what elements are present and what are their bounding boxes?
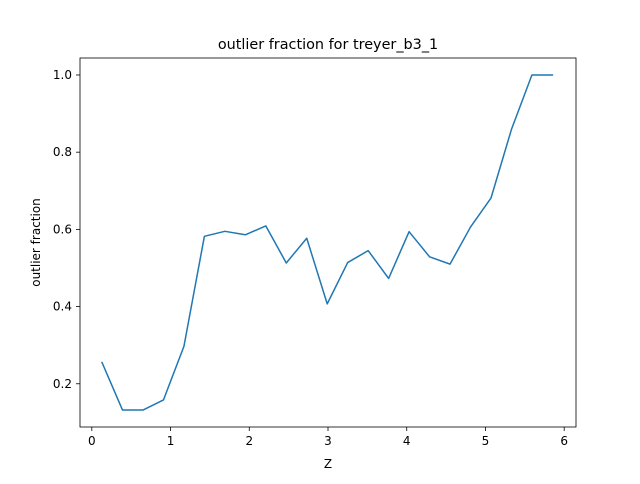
data-point (286, 262, 288, 264)
y-tick-label: 0.6 (53, 222, 72, 236)
x-tick-label: 3 (324, 434, 332, 448)
data-point (122, 409, 124, 411)
data-point (367, 250, 369, 252)
y-axis-ticks: 0.2 0.4 0.6 0.8 1.0 (53, 68, 80, 391)
data-point (552, 74, 554, 76)
data-point (163, 399, 165, 401)
data-point (490, 197, 492, 199)
x-tick-label: 1 (167, 434, 175, 448)
data-point (306, 238, 308, 240)
series-line (101, 74, 554, 411)
y-tick-label: 0.2 (53, 377, 72, 391)
data-point (142, 409, 144, 411)
data-point (326, 303, 328, 305)
y-axis-label: outlier fraction (29, 198, 43, 287)
x-axis-label: Z (324, 457, 332, 471)
y-tick-label: 0.4 (53, 300, 72, 314)
x-tick-label: 6 (560, 434, 568, 448)
series-layer (101, 74, 554, 411)
data-point (511, 129, 513, 131)
data-point (449, 263, 451, 265)
data-point (347, 262, 349, 264)
data-point (101, 362, 103, 364)
x-axis-ticks: 0 1 2 3 4 5 6 (88, 427, 568, 448)
data-point (245, 234, 247, 236)
data-point (388, 278, 390, 280)
chart-title: outlier fraction for treyer_b3_1 (218, 37, 438, 53)
data-point (204, 236, 206, 238)
data-point (265, 225, 267, 227)
x-tick-label: 0 (88, 434, 96, 448)
data-point (429, 256, 431, 258)
y-tick-label: 1.0 (53, 68, 72, 82)
x-tick-label: 2 (245, 434, 253, 448)
y-tick-label: 0.8 (53, 145, 72, 159)
data-point (470, 226, 472, 228)
data-point (408, 231, 410, 233)
x-tick-label: 5 (482, 434, 490, 448)
data-point (183, 346, 185, 348)
x-tick-label: 4 (403, 434, 411, 448)
data-point (531, 74, 533, 76)
data-point (224, 231, 226, 233)
